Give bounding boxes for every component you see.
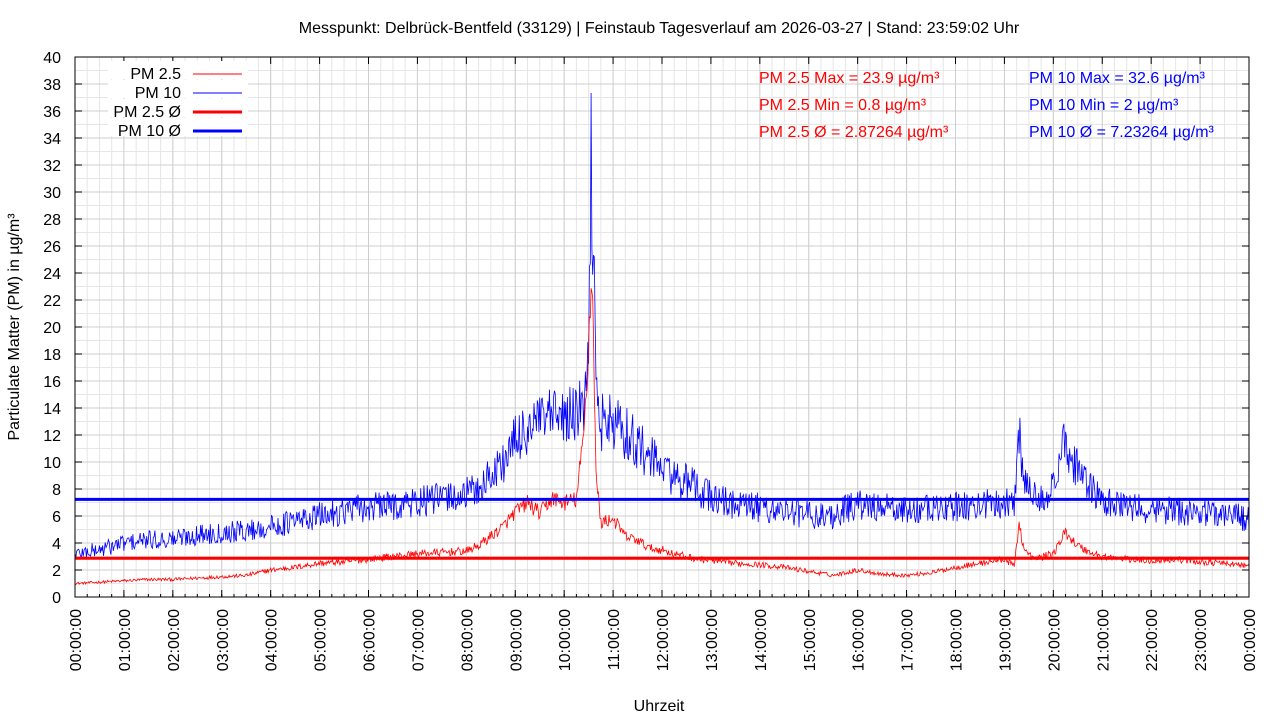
y-tick-label: 10 bbox=[43, 455, 61, 472]
pm25-stat: PM 2.5 Min = 0.8 µg/m³ bbox=[759, 97, 927, 114]
x-tick-label: 17:00:00 bbox=[900, 609, 917, 671]
y-axis-label: Particulate Matter (PM) in µg/m³ bbox=[6, 213, 23, 441]
y-tick-label: 28 bbox=[43, 212, 61, 229]
x-tick-label: 12:00:00 bbox=[655, 609, 672, 671]
y-tick-label: 12 bbox=[43, 428, 61, 445]
axis-ticks: 024681012141618202224262830323436384000:… bbox=[43, 50, 1259, 671]
x-tick-label: 21:00:00 bbox=[1095, 609, 1112, 671]
y-tick-label: 18 bbox=[43, 347, 61, 364]
chart-title: Messpunkt: Delbrück-Bentfeld (33129) | F… bbox=[299, 20, 1020, 37]
pm10-stat: PM 10 Max = 32.6 µg/m³ bbox=[1029, 70, 1206, 87]
y-tick-label: 22 bbox=[43, 293, 61, 310]
y-tick-label: 2 bbox=[52, 563, 61, 580]
y-tick-label: 20 bbox=[43, 320, 61, 337]
y-tick-label: 8 bbox=[52, 482, 61, 499]
pm10-stat: PM 10 Ø = 7.23264 µg/m³ bbox=[1029, 124, 1215, 141]
y-tick-label: 4 bbox=[52, 536, 61, 553]
x-tick-label: 02:00:00 bbox=[166, 609, 183, 671]
x-tick-label: 09:00:00 bbox=[508, 609, 525, 671]
pm25-stat: PM 2.5 Max = 23.9 µg/m³ bbox=[759, 70, 940, 87]
x-tick-label: 04:00:00 bbox=[264, 609, 281, 671]
x-tick-label: 03:00:00 bbox=[215, 609, 232, 671]
x-tick-label: 11:00:00 bbox=[606, 609, 623, 670]
x-tick-label: 00:00:00 bbox=[68, 609, 85, 671]
y-tick-label: 30 bbox=[43, 185, 61, 202]
pm25-stat: PM 2.5 Ø = 2.87264 µg/m³ bbox=[759, 124, 949, 141]
x-tick-label: 16:00:00 bbox=[851, 609, 868, 671]
x-axis-label: Uhrzeit bbox=[634, 698, 685, 715]
x-tick-label: 08:00:00 bbox=[459, 609, 476, 671]
legend-label: PM 2.5 bbox=[130, 66, 181, 83]
x-tick-label: 05:00:00 bbox=[313, 609, 330, 671]
y-tick-label: 36 bbox=[43, 104, 61, 121]
x-tick-label: 13:00:00 bbox=[704, 609, 721, 671]
series-line-pm-2-5 bbox=[74, 288, 1250, 586]
x-tick-label: 00:00:00 bbox=[1242, 609, 1259, 671]
x-tick-label: 15:00:00 bbox=[802, 609, 819, 671]
legend: PM 2.5 PM 10 PM 2.5 Ø PM 10 Ø bbox=[108, 61, 248, 140]
stats-annotations: PM 2.5 Max = 23.9 µg/m³ PM 2.5 Min = 0.8 … bbox=[759, 70, 1215, 141]
x-tick-label: 14:00:00 bbox=[753, 609, 770, 671]
x-tick-label: 18:00:00 bbox=[949, 609, 966, 671]
legend-label: PM 2.5 Ø bbox=[113, 104, 181, 121]
y-tick-label: 32 bbox=[43, 158, 61, 175]
x-tick-label: 10:00:00 bbox=[557, 609, 574, 671]
pm10-stat: PM 10 Min = 2 µg/m³ bbox=[1029, 97, 1179, 114]
average-lines bbox=[75, 497, 1249, 560]
x-tick-label: 19:00:00 bbox=[997, 609, 1014, 671]
series-line-pm-10 bbox=[74, 92, 1250, 559]
y-tick-label: 0 bbox=[52, 590, 61, 607]
y-tick-label: 16 bbox=[43, 374, 61, 391]
y-tick-label: 40 bbox=[43, 50, 61, 67]
y-tick-label: 34 bbox=[43, 131, 61, 148]
legend-label: PM 10 Ø bbox=[118, 123, 181, 140]
y-tick-label: 24 bbox=[43, 266, 61, 283]
series-lines bbox=[74, 92, 1250, 586]
x-tick-label: 20:00:00 bbox=[1046, 609, 1063, 671]
x-tick-label: 06:00:00 bbox=[362, 609, 379, 671]
x-tick-label: 01:00:00 bbox=[117, 609, 134, 671]
y-tick-label: 26 bbox=[43, 239, 61, 256]
y-tick-label: 38 bbox=[43, 77, 61, 94]
y-tick-label: 6 bbox=[52, 509, 61, 526]
y-tick-label: 14 bbox=[43, 401, 61, 418]
x-tick-label: 23:00:00 bbox=[1193, 609, 1210, 671]
x-tick-label: 07:00:00 bbox=[410, 609, 427, 671]
x-tick-label: 22:00:00 bbox=[1144, 609, 1161, 671]
legend-label: PM 10 bbox=[135, 85, 181, 102]
